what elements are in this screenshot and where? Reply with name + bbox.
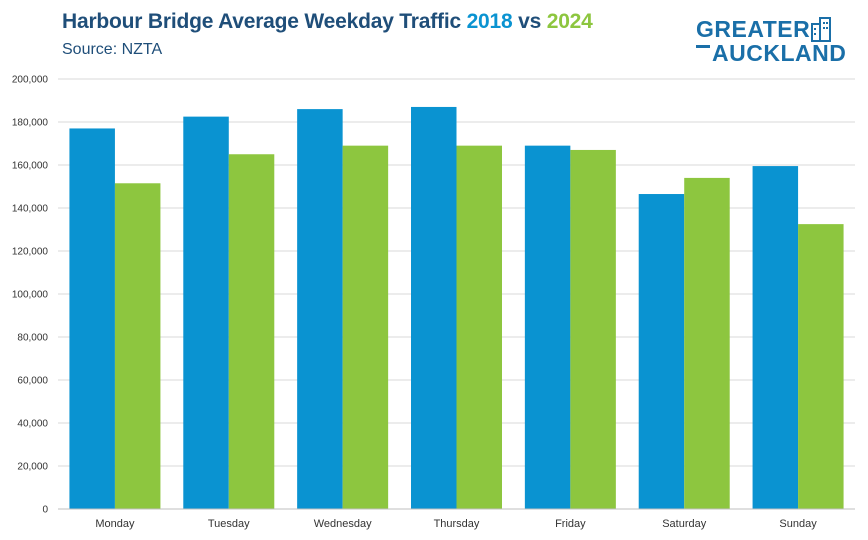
x-tick-label: Saturday (662, 518, 707, 530)
y-tick-label: 180,000 (12, 118, 49, 129)
y-tick-label: 100,000 (12, 290, 49, 301)
x-tick-label: Monday (95, 518, 135, 530)
y-tick-label: 20,000 (17, 462, 48, 473)
bar-2024-saturday (684, 177, 730, 509)
title-prefix: Harbour Bridge Average Weekday Traffic (62, 10, 467, 33)
bar-2024-monday (114, 183, 161, 509)
title-year-2024: 2024 (546, 10, 593, 33)
y-tick-label: 140,000 (12, 204, 49, 215)
y-tick-label: 80,000 (17, 333, 48, 344)
y-tick-label: 60,000 (17, 376, 48, 387)
bar-2024-wednesday (342, 145, 389, 509)
logo-text-line1: GREATER (696, 16, 811, 42)
y-tick-label: 120,000 (12, 247, 49, 258)
logo-text-line2: AUCKLAND (712, 40, 847, 66)
bar-2024-thursday (456, 145, 502, 509)
title-year-2018: 2018 (466, 10, 513, 33)
title-vs: vs (512, 10, 547, 33)
y-axis-tick-labels: 0 20,000 40,000 60,000 80,000 100,000 120,000 1… (12, 75, 49, 516)
logo-underline (696, 45, 710, 48)
y-tick-label: 40,000 (17, 419, 48, 430)
bar-2024-sunday (798, 224, 844, 509)
chart-subtitle: Source: NZTA (62, 41, 163, 58)
y-tick-label: 0 (42, 505, 48, 516)
bar-2018-sunday (752, 166, 799, 509)
x-tick-label: Tuesday (208, 518, 250, 530)
x-tick-label: Wednesday (314, 518, 372, 530)
x-tick-label: Friday (555, 518, 586, 530)
bar-2018-tuesday (183, 116, 229, 509)
x-tick-label: Sunday (779, 518, 817, 530)
bar-2024-tuesday (228, 154, 275, 509)
x-axis-category-labels: Monday Tuesday Wednesday Thursday Friday Satu… (95, 518, 817, 530)
chart-title: Harbour Bridge Average Weekday Traffic 2… (62, 10, 593, 34)
bar-2018-monday (69, 128, 115, 509)
bar-2018-thursday (411, 106, 457, 509)
city-buildings-icon (811, 17, 831, 42)
bar-2024-friday (570, 149, 616, 509)
greater-auckland-logo: GREATER AUCKLAND (696, 16, 852, 70)
bar-2018-saturday (638, 194, 685, 509)
x-tick-label: Thursday (434, 518, 480, 530)
y-tick-label: 200,000 (12, 75, 49, 86)
y-tick-label: 160,000 (12, 161, 49, 172)
bar-2018-wednesday (297, 109, 343, 509)
bars (69, 106, 844, 509)
bar-2018-friday (524, 145, 571, 509)
